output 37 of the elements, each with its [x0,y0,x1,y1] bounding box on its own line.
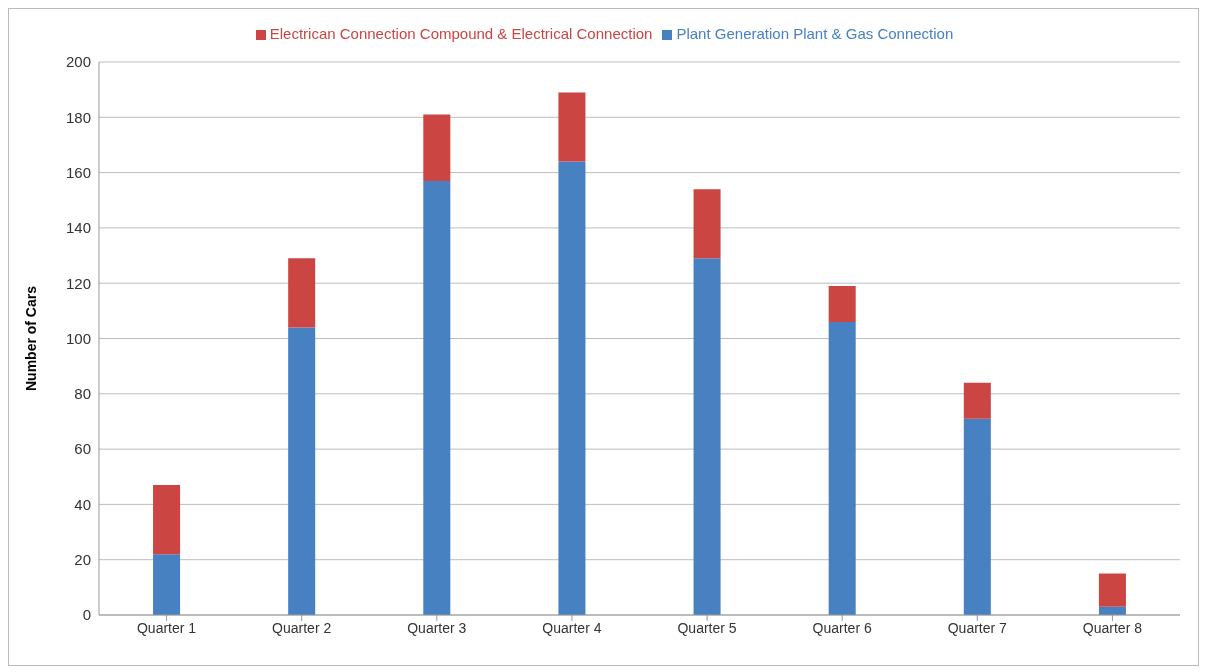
bar [828,321,856,615]
y-tick-label: 20 [74,551,91,569]
bar [558,161,586,615]
y-axis-title: Number of Cars [22,285,39,392]
y-tick-label: 60 [74,440,91,458]
x-tick-label: Quarter 5 [677,619,737,636]
y-tick-label: 180 [65,108,91,126]
bar [963,418,991,615]
bar [153,485,181,555]
y-tick-label: 200 [65,53,91,71]
y-tick-label: 80 [74,385,91,403]
y-tick-label: 140 [65,219,91,237]
x-tick-label: Quarter 2 [272,619,332,636]
x-tick-label: Quarter 6 [812,619,872,636]
x-tick-label: Quarter 1 [136,619,197,636]
legend-label: Electrican Connection Compound & Electrical Connection [269,25,653,42]
legend-label: Plant Generation Plant & Gas Connection [676,25,954,42]
bar [1098,573,1126,607]
bar [153,554,181,615]
x-tick-label: Quarter 3 [407,619,467,636]
y-tick-label: 160 [65,163,91,181]
bar [693,258,721,615]
x-tick-label: Quarter 7 [947,619,1008,636]
bar [288,327,316,615]
bar [963,382,991,419]
y-tick-label: 120 [65,274,91,292]
y-tick-label: 0 [82,606,91,624]
bar [288,258,316,328]
bar [693,189,721,259]
x-tick-label: Quarter 4 [542,619,602,636]
bar [423,114,451,181]
y-tick-label: 40 [74,495,91,513]
bar [423,180,451,615]
y-tick-label: 100 [65,329,91,347]
x-tick-label: Quarter 8 [1082,619,1143,636]
bar [828,285,856,322]
bar [558,92,586,162]
